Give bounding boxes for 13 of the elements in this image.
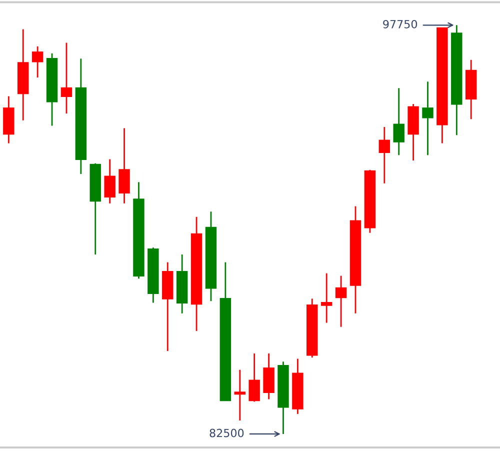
candlestick bbox=[320, 272, 332, 324]
candlestick bbox=[393, 87, 404, 156]
annotation: 82500 bbox=[210, 428, 244, 438]
candlestick bbox=[248, 352, 260, 402]
candlestick bbox=[335, 275, 347, 328]
candlestick bbox=[378, 126, 390, 184]
candlestick bbox=[234, 369, 246, 422]
annotation: 97750 bbox=[383, 20, 418, 28]
candlestick bbox=[32, 46, 44, 78]
candlestick bbox=[104, 158, 116, 204]
candlestick bbox=[60, 42, 72, 114]
candlestick bbox=[118, 127, 130, 204]
candlestick bbox=[422, 80, 434, 156]
